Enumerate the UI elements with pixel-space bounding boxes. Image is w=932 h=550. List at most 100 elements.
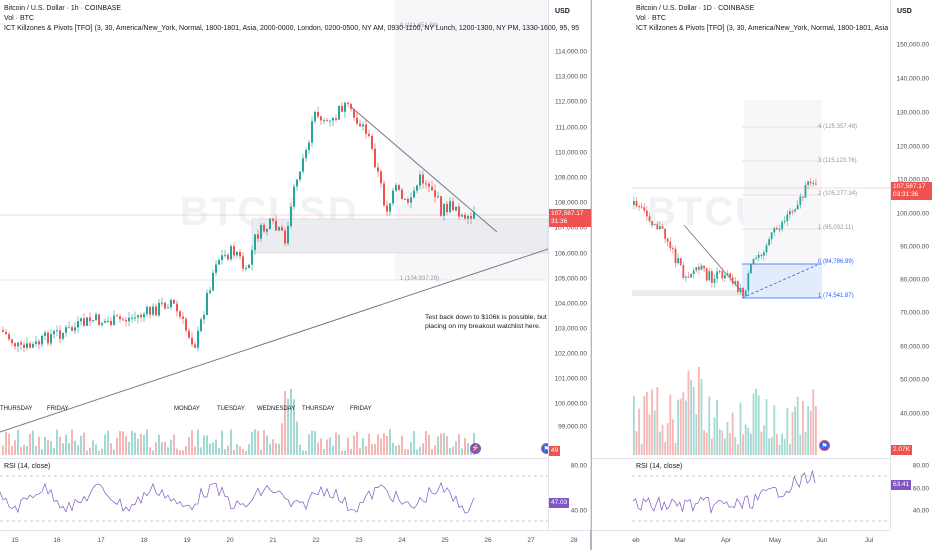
right-indicator-label[interactable]: ICT Killzones & Pivots [TFO] (3, 30, Ame…: [636, 25, 888, 32]
volume-bar: [377, 434, 379, 455]
candle-body: [17, 342, 19, 347]
left-price-tick: 99,000.00: [558, 423, 587, 431]
candle-body: [698, 267, 700, 270]
left-time-axis[interactable]: 15 16 17 18 19 20 21 22 23 24 25 26 27 2…: [0, 530, 590, 550]
candle-body: [446, 203, 448, 213]
candle-body: [679, 258, 682, 266]
left-time-tick: 21: [269, 537, 277, 544]
left-indicator-label[interactable]: ICT Killzones & Pivots [TFO] (3, 30, Ame…: [4, 25, 579, 32]
pane-divider[interactable]: [590, 0, 592, 550]
candle-body: [113, 315, 115, 326]
candle-body: [674, 248, 677, 264]
volume-bar: [659, 431, 661, 455]
day-label-friday: FRIDAY: [47, 406, 69, 412]
right-price-tick: 120,000.00: [896, 143, 929, 151]
candle-body: [158, 302, 160, 316]
right-time-tick: Jun: [816, 537, 828, 544]
volume-bar: [251, 431, 253, 455]
volume-bar: [416, 449, 418, 455]
right-time-tick: May: [768, 537, 782, 544]
volume-bar: [242, 448, 244, 455]
right-flag-icon[interactable]: ⚑: [819, 440, 830, 451]
volume-bar: [807, 405, 809, 455]
candle-body: [308, 142, 310, 150]
left-chart-canvas[interactable]: [0, 0, 590, 550]
right-price-tick: 90,000.00: [900, 243, 929, 251]
candle-body: [452, 201, 454, 211]
volume-bar: [38, 436, 40, 455]
volume-bar: [742, 434, 744, 455]
volume-bar: [464, 437, 466, 455]
right-price-tick: 140,000.00: [896, 75, 929, 83]
right-chart-canvas[interactable]: [592, 0, 932, 550]
volume-bar: [248, 444, 250, 455]
volume-bar: [695, 414, 698, 455]
left-time-tick: 20: [226, 537, 234, 544]
candle-body: [221, 255, 223, 261]
left-price-tick: 106,000.00: [554, 250, 587, 258]
volume-bar: [752, 393, 755, 455]
candle-body: [20, 342, 22, 345]
left-chart-pane[interactable]: BTCUSD Bitcoin / U.S. Dollar · 1h · COIN…: [0, 0, 590, 550]
right-price-axis[interactable]: USD 150,000.00 140,000.00 130,000.00 120…: [890, 0, 932, 530]
candle-body: [365, 124, 367, 134]
candle-body: [648, 216, 651, 222]
volume-bar: [104, 434, 106, 455]
volume-bar: [661, 424, 664, 455]
lightning-icon[interactable]: ⚡: [470, 443, 481, 454]
right-chart-pane[interactable]: BTCUSD Bitcoin / U.S. Dollar · 1D · COIN…: [592, 0, 932, 550]
volume-bar: [398, 444, 400, 455]
candle-body: [386, 205, 388, 212]
volume-bar: [404, 448, 406, 455]
candle-body: [146, 306, 148, 315]
volume-bar: [302, 450, 304, 455]
volume-bar: [203, 435, 205, 455]
volume-bar: [5, 431, 7, 455]
volume-bar: [812, 388, 815, 455]
volume-bar: [716, 399, 718, 455]
candle-body: [419, 174, 421, 186]
candle-body: [770, 232, 773, 240]
right-fib-label-3: 3 (115,123.76): [818, 158, 857, 164]
volume-bar: [293, 399, 295, 455]
volume-bar: [395, 445, 397, 455]
candle-body: [718, 271, 721, 273]
volume-bar: [760, 431, 763, 455]
candle-body: [682, 265, 685, 278]
candle-body: [685, 276, 687, 278]
candle-body: [50, 334, 52, 344]
candle-body: [8, 334, 10, 340]
candle-body: [747, 273, 750, 291]
candle-body: [314, 112, 316, 122]
candle-body: [359, 123, 361, 127]
volume-bar: [768, 438, 770, 455]
volume-bar: [344, 450, 346, 455]
volume-bar: [359, 448, 361, 455]
volume-bar: [431, 448, 433, 455]
right-time-tick: Apr: [720, 537, 732, 544]
volume-bar: [781, 433, 783, 455]
volume-bar: [206, 435, 208, 455]
candle-body: [335, 118, 337, 120]
volume-bar: [176, 448, 178, 455]
volume-bar: [14, 440, 16, 455]
volume-bar: [643, 395, 646, 455]
volume-bar: [739, 402, 742, 455]
left-axis-column[interactable]: USD 114,000.00 113,000.00 112,000.00 111…: [548, 0, 591, 530]
left-price-tick: 104,000.00: [554, 300, 587, 308]
volume-bar: [669, 394, 672, 455]
volume-bar: [272, 439, 274, 455]
volume-bar: [245, 450, 247, 455]
candle-body: [59, 330, 61, 339]
candle-body: [68, 327, 70, 329]
candle-body: [284, 230, 286, 244]
left-price-tick: 101,000.00: [554, 375, 587, 383]
right-time-axis[interactable]: eb Mar Apr May Jun Jul: [592, 530, 890, 550]
left-price-axis-labels[interactable]: [590, 0, 591, 530]
candle-body: [734, 281, 737, 284]
candle-body: [711, 271, 713, 283]
candle-body: [661, 226, 664, 229]
candle-body: [353, 108, 355, 118]
candle-body: [341, 105, 343, 112]
candle-body: [742, 287, 744, 297]
